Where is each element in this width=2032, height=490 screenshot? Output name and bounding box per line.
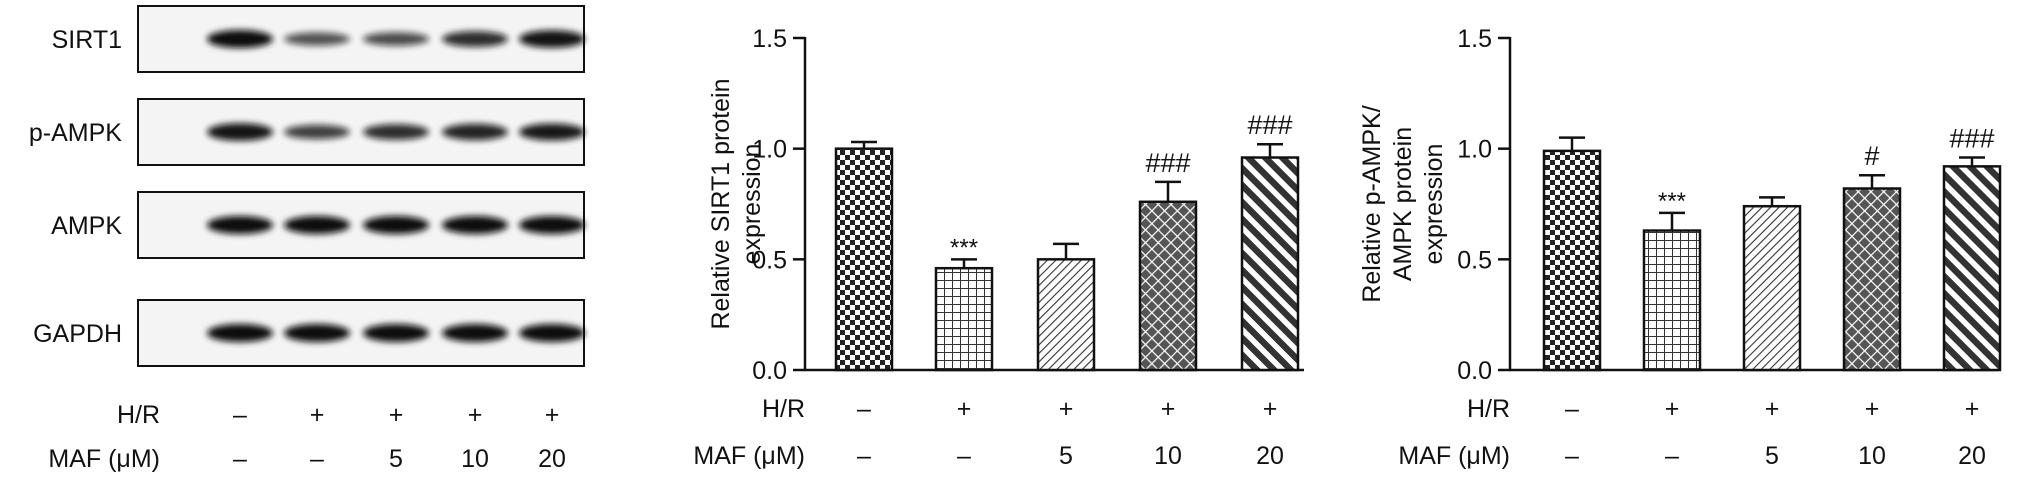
y-axis-label: AMPK protein xyxy=(1389,127,1417,281)
blot-condition-value: + xyxy=(545,401,560,429)
blot-band xyxy=(207,123,273,141)
x-condition-value: 5 xyxy=(1059,442,1073,470)
y-axis-label: Relative p-AMPK/ xyxy=(1358,105,1386,302)
blot-box xyxy=(137,191,585,259)
bar xyxy=(1138,200,1198,372)
x-condition-value: + xyxy=(1965,395,1980,423)
blot-band xyxy=(363,32,429,46)
blot-band xyxy=(519,216,585,234)
x-condition-value: – xyxy=(1565,395,1579,423)
y-tick-label: 0.5 xyxy=(1457,246,1492,274)
bar xyxy=(1036,258,1096,372)
blot-band xyxy=(284,124,350,140)
blot-condition-value: + xyxy=(310,401,325,429)
blot-condition-value: – xyxy=(310,445,324,473)
significance-label: *** xyxy=(1658,188,1686,215)
blot-band xyxy=(284,32,350,46)
western-blot-panel: SIRT1 p-AMPK AMPK GAPDH H/R – + + + + MAF (μM) – – 5 1… xyxy=(29,5,585,473)
bar xyxy=(934,266,994,372)
x-condition-value: – xyxy=(1665,442,1679,470)
y-tick-label: 0.0 xyxy=(752,357,787,385)
blot-condition-value: 5 xyxy=(389,445,403,473)
blot-band xyxy=(519,123,585,141)
x-condition-value: – xyxy=(857,442,871,470)
x-condition-value: + xyxy=(1263,395,1278,423)
blot-band xyxy=(442,31,508,47)
bar xyxy=(1742,204,1802,372)
blot-band xyxy=(442,123,508,141)
x-condition-label: MAF (μM) xyxy=(1398,442,1510,470)
x-condition-label: H/R xyxy=(762,395,805,423)
blot-box xyxy=(137,299,585,367)
x-condition-value: 20 xyxy=(1256,442,1284,470)
y-tick-label: 1.0 xyxy=(1457,136,1492,164)
blot-label-sirt1: SIRT1 xyxy=(52,26,122,54)
blot-band xyxy=(442,324,508,342)
blot-condition-value: 20 xyxy=(538,445,566,473)
blot-condition-label: MAF (μM) xyxy=(48,445,160,473)
blot-label-gapdh: GAPDH xyxy=(33,320,122,348)
blot-band xyxy=(363,216,429,234)
x-condition-value: + xyxy=(957,395,972,423)
blot-band xyxy=(284,216,350,234)
bar xyxy=(834,147,894,372)
significance-label: ### xyxy=(1145,148,1190,178)
blot-condition-value: 10 xyxy=(461,445,489,473)
blot-band xyxy=(284,324,350,342)
blot-condition-value: – xyxy=(233,445,247,473)
x-condition-value: + xyxy=(1665,395,1680,423)
bar xyxy=(1642,229,1702,372)
blot-label-p-ampk: p-AMPK xyxy=(29,119,122,147)
blot-label-ampk: AMPK xyxy=(51,212,122,240)
blot-band xyxy=(207,216,273,234)
y-tick-label: 0.5 xyxy=(752,246,787,274)
blot-condition-label: H/R xyxy=(117,401,160,429)
bar xyxy=(1542,149,1602,372)
blot-band xyxy=(519,30,585,48)
blot-band xyxy=(207,324,273,342)
y-tick-label: 1.5 xyxy=(1457,25,1492,53)
blot-band xyxy=(363,324,429,342)
y-tick-label: 1.0 xyxy=(752,136,787,164)
significance-label: ### xyxy=(1247,110,1292,140)
blot-condition-value: + xyxy=(468,401,483,429)
y-axis-label: expression xyxy=(1420,144,1448,265)
x-condition-value: + xyxy=(1161,395,1176,423)
blot-band xyxy=(519,324,585,342)
x-condition-label: MAF (μM) xyxy=(693,442,805,470)
y-tick-label: 1.5 xyxy=(752,25,787,53)
significance-label: *** xyxy=(950,234,978,261)
bar xyxy=(1842,187,1902,372)
x-condition-value: 10 xyxy=(1154,442,1182,470)
blot-band xyxy=(363,124,429,140)
blot-band xyxy=(442,216,508,234)
significance-label: ### xyxy=(1949,124,1994,154)
x-condition-value: – xyxy=(857,395,871,423)
y-axis-label: Relative SIRT1 protein xyxy=(707,78,735,329)
x-condition-label: H/R xyxy=(1467,395,1510,423)
significance-label: # xyxy=(1864,141,1879,171)
x-condition-value: + xyxy=(1765,395,1780,423)
p-ampk-bar-chart: 0.0 0.5 1.0 1.5 Relative p-AMPK/AMPK protein… xyxy=(1358,25,2002,470)
bar xyxy=(1240,156,1300,372)
blot-condition-value: + xyxy=(389,401,404,429)
blot-box xyxy=(137,98,585,166)
y-tick-label: 0.0 xyxy=(1457,357,1492,385)
x-condition-value: – xyxy=(957,442,971,470)
blot-band xyxy=(207,30,273,48)
x-condition-value: 5 xyxy=(1765,442,1779,470)
bar xyxy=(1942,165,2002,372)
blot-condition-value: – xyxy=(233,401,247,429)
x-condition-value: 10 xyxy=(1858,442,1886,470)
x-condition-value: – xyxy=(1565,442,1579,470)
x-condition-value: + xyxy=(1865,395,1880,423)
x-condition-value: + xyxy=(1059,395,1074,423)
x-condition-value: 20 xyxy=(1958,442,1986,470)
blot-box xyxy=(137,5,585,73)
sirt1-bar-chart: 0.0 0.5 1.0 1.5 Relative SIRT1 protein expres… xyxy=(693,25,1304,470)
y-axis-label: expression xyxy=(738,144,766,265)
